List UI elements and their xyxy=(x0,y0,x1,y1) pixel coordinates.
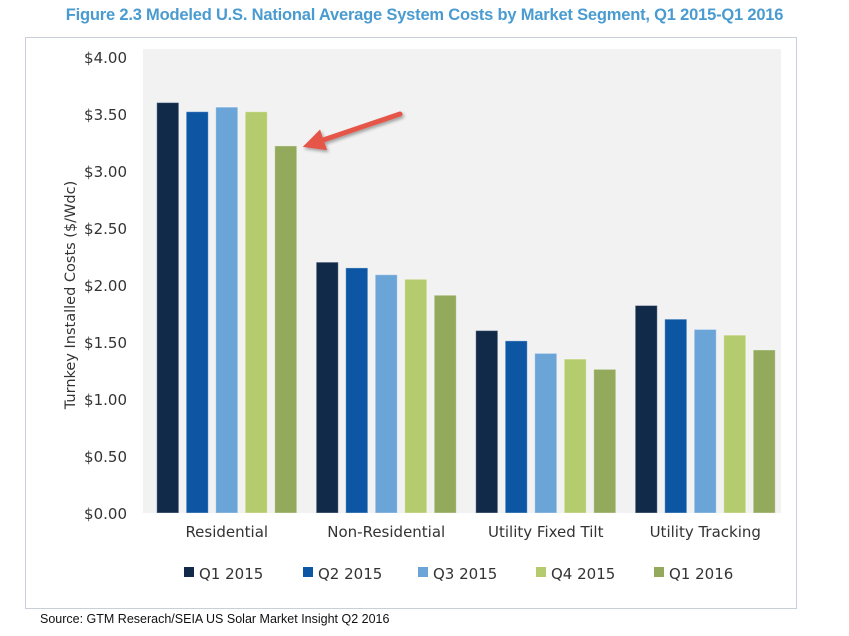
legend-swatch xyxy=(654,567,664,577)
bar xyxy=(345,267,369,514)
chart-frame xyxy=(25,37,797,609)
y-tick-label: $2.50 xyxy=(84,220,127,238)
x-tick-label: Utility Tracking xyxy=(650,523,761,541)
bar xyxy=(723,334,747,514)
bar xyxy=(315,261,339,514)
y-tick-label: $3.50 xyxy=(84,106,127,124)
bar xyxy=(404,278,428,514)
bar xyxy=(274,145,298,514)
y-axis-title: Turnkey Installed Costs ($/Wdc) xyxy=(63,181,79,410)
x-tick-label: Utility Fixed Tilt xyxy=(488,523,604,541)
legend-swatch xyxy=(418,567,428,577)
y-tick-label: $1.50 xyxy=(84,334,127,352)
bar xyxy=(433,294,457,514)
legend-label: Q1 2015 xyxy=(199,565,263,583)
y-tick-label: $1.00 xyxy=(84,391,127,409)
arrow-shaft xyxy=(321,111,403,143)
arrow-annotation xyxy=(302,111,403,151)
legend-swatch xyxy=(184,567,194,577)
y-tick-label: $3.00 xyxy=(84,163,127,181)
bar xyxy=(664,318,688,514)
y-tick-label: $2.00 xyxy=(84,277,127,295)
bar xyxy=(563,358,587,514)
x-tick-label: Non-Residential xyxy=(327,523,445,541)
bar xyxy=(374,274,398,514)
legend-swatch xyxy=(303,567,313,577)
x-tick-label: Residential xyxy=(185,523,268,541)
bar xyxy=(215,106,239,514)
bar xyxy=(534,352,558,514)
y-tick-label: $4.00 xyxy=(84,49,127,67)
bar xyxy=(244,111,268,514)
bar xyxy=(634,305,658,514)
legend-label: Q3 2015 xyxy=(433,565,497,583)
legend-label: Q2 2015 xyxy=(318,565,382,583)
legend-swatch xyxy=(536,567,546,577)
bar xyxy=(185,111,209,514)
y-tick-label: $0.00 xyxy=(84,505,127,523)
y-tick-label: $0.50 xyxy=(84,448,127,466)
bar xyxy=(156,102,180,514)
bar xyxy=(504,340,528,514)
bar xyxy=(593,368,617,514)
legend-label: Q4 2015 xyxy=(551,565,615,583)
arrow-head xyxy=(302,129,328,151)
chart-title: Figure 2.3 Modeled U.S. National Average… xyxy=(65,6,784,24)
bar xyxy=(475,330,499,514)
source-note: Source: GTM Reserach/SEIA US Solar Marke… xyxy=(40,612,390,626)
bar xyxy=(752,349,776,514)
bar xyxy=(693,328,717,514)
legend-label: Q1 2016 xyxy=(669,565,733,583)
